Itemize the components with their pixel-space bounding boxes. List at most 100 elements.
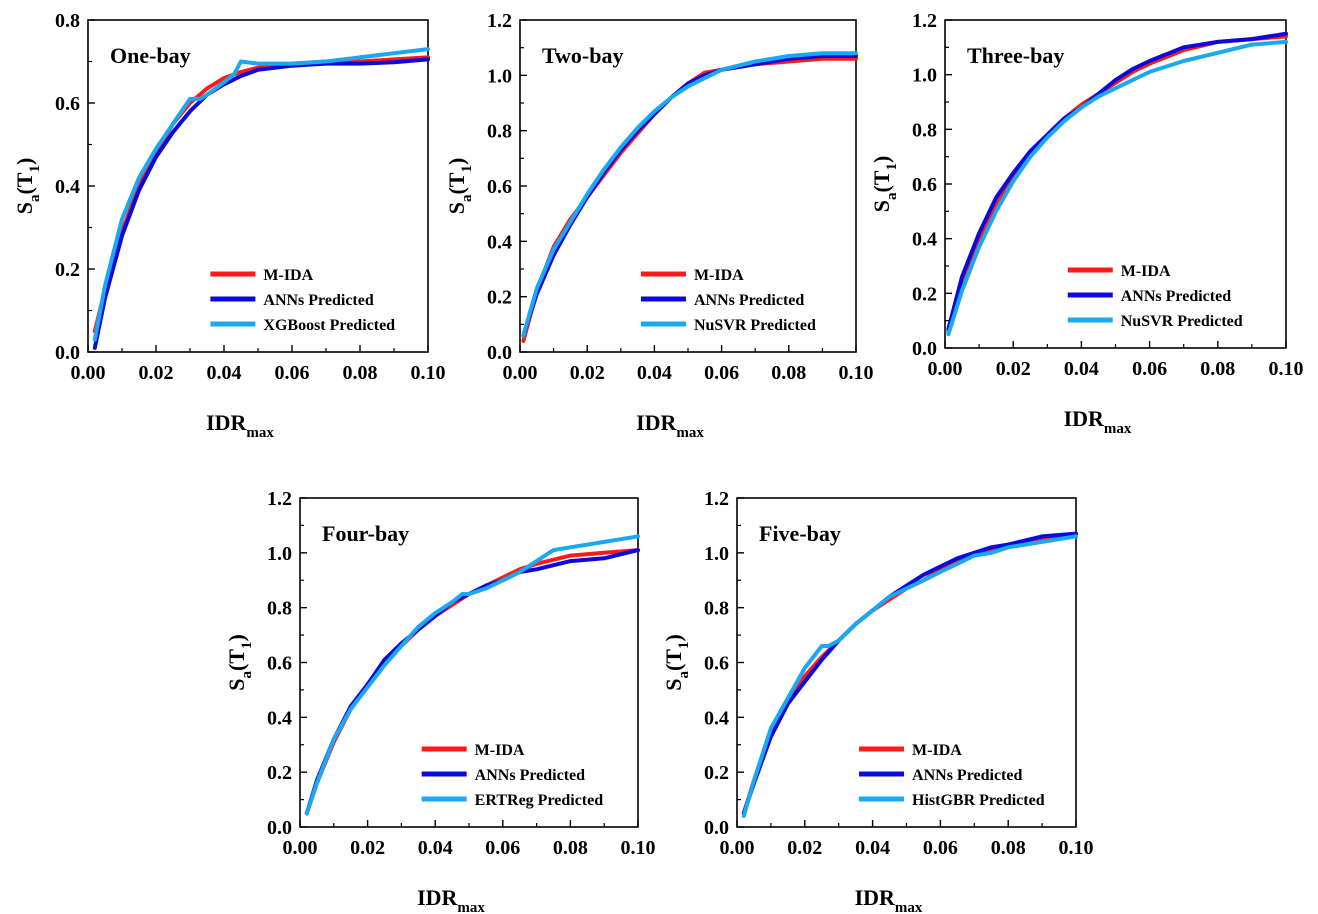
y-axis-title-sub2: 1 [459,165,475,173]
x-tick-label: 0.08 [1200,358,1235,380]
y-tick-label: 1.0 [487,65,512,87]
y-tick-label: 0.2 [267,762,292,784]
x-tick-label: 0.02 [787,837,822,859]
y-axis-title-sub2: 1 [676,642,692,650]
x-axis-title-sub: max [1104,421,1132,437]
x-axis-title-main: IDR [206,410,247,435]
y-tick-label: 1.0 [912,65,937,87]
y-tick-label: 0.6 [912,174,937,196]
y-tick-label: 0.2 [55,259,80,281]
x-tick-label: 0.04 [637,362,672,384]
y-tick-label: 0.8 [912,119,937,141]
legend-label: XGBoost Predicted [263,317,395,334]
x-axis-title-main: IDR [855,885,896,910]
legend-label: M-IDA [475,742,525,759]
y-tick-label: 0.8 [55,10,80,32]
y-tick-label: 1.2 [704,488,729,510]
x-tick-label: 0.06 [704,362,739,384]
y-axis-title-sub: a [884,192,900,200]
y-tick-label: 0.6 [55,93,80,115]
y-tick-label: 0.8 [267,598,292,620]
legend-label: ANNs Predicted [694,292,804,309]
y-tick-label: 1.0 [704,543,729,565]
y-axis-title-sub2: 1 [884,163,900,171]
y-axis-title-sub: a [27,194,43,202]
legend-label: ANNs Predicted [263,292,373,309]
y-axis-title-end: ) [661,634,686,641]
x-tick-label: 0.02 [350,837,385,859]
y-tick-label: 1.2 [912,10,937,32]
y-axis-title-end: ) [444,158,469,165]
x-tick-label: 0.04 [855,837,890,859]
series-line-3 [741,534,1078,818]
panel-title: Three-bay [967,43,1064,68]
y-tick-label: 1.0 [267,543,292,565]
x-tick-label: 0.10 [411,362,446,384]
series-line-2 [92,57,430,350]
legend-label: NuSVR Predicted [1121,313,1243,330]
x-axis-title-sub: max [457,900,485,914]
chart-panel-1: 0.00 0.02 0.04 0.06 0.08 0.10 0.0 0.2 0.4 0.6 0.8 I… [12,10,446,441]
y-tick-label: 0.8 [487,121,512,143]
y-axis-title-main: S [224,679,249,691]
y-tick-label: 1.2 [267,488,292,510]
y-tick-label: 0.4 [704,707,729,729]
x-tick-label: 0.00 [503,362,538,384]
x-tick-label: 0.02 [996,358,1031,380]
y-axis-title-end: ) [224,634,249,641]
legend-label: HistGBR Predicted [912,792,1045,809]
plot-frame [736,497,1077,828]
legend-label: ANNs Predicted [912,767,1022,784]
chart-panel-5: 0.00 0.02 0.04 0.06 0.08 0.10 0.0 0.2 0.4 0.6 0.8 1… [661,488,1094,914]
y-axis-title-main: S [661,679,686,691]
y-tick-label: 0.0 [55,342,80,364]
plot-frame [299,497,639,828]
legend-label: NuSVR Predicted [694,317,816,334]
x-tick-label: 0.10 [621,837,656,859]
y-tick-label: 0.4 [55,176,80,198]
panel-title: Five-bay [759,521,841,546]
y-axis-title-sub: a [459,194,475,202]
series-line-1 [92,55,430,334]
y-axis-title-main: S [12,202,37,214]
y-tick-label: 0.4 [487,231,512,253]
x-axis-title-main: IDR [636,410,677,435]
series-line-2 [946,31,1288,331]
x-tick-label: 0.06 [485,837,520,859]
y-tick-label: 0.6 [267,653,292,675]
plot-frame [519,19,857,353]
chart-panel-4: 0.00 0.02 0.04 0.06 0.08 0.10 0.0 0.2 0.4 0.6 0.8 1… [224,488,656,914]
y-axis-title-sub: a [676,671,692,679]
legend-label: M-IDA [694,267,744,284]
y-axis-title-paren: (T [224,649,249,671]
legend-label: M-IDA [912,742,962,759]
series-line-3 [92,47,430,342]
legend-label: M-IDA [1121,263,1171,280]
x-tick-label: 0.08 [771,362,806,384]
y-axis-title-sub: a [239,671,255,679]
y-axis-title-paren: (T [12,172,37,194]
x-tick-label: 0.06 [1132,358,1167,380]
chart-panel-3: 0.00 0.02 0.04 0.06 0.08 0.10 0.0 0.2 0.4 0.6 0.8 1… [869,10,1304,437]
y-tick-label: 1.2 [487,10,512,32]
x-tick-label: 0.02 [139,362,174,384]
y-tick-label: 0.8 [704,598,729,620]
x-tick-label: 0.08 [343,362,378,384]
series-line-2 [741,531,1078,816]
series-line-2 [521,54,858,338]
panel-title: One-bay [110,43,191,68]
y-axis-title: Sa(T1) [661,634,692,691]
legend-label: ERTReg Predicted [475,792,604,809]
y-tick-label: 0.4 [267,707,292,729]
series-line-1 [521,56,858,343]
x-axis-title-sub: max [676,425,704,441]
y-axis-title-sub2: 1 [27,165,43,173]
x-axis-title-sub: max [895,900,923,914]
y-tick-label: 0.0 [267,817,292,839]
x-tick-label: 0.06 [923,837,958,859]
legend-label: ANNs Predicted [475,767,585,784]
y-tick-label: 0.2 [487,287,512,309]
x-axis-title: IDRmax [855,885,923,914]
x-tick-label: 0.10 [1059,837,1094,859]
